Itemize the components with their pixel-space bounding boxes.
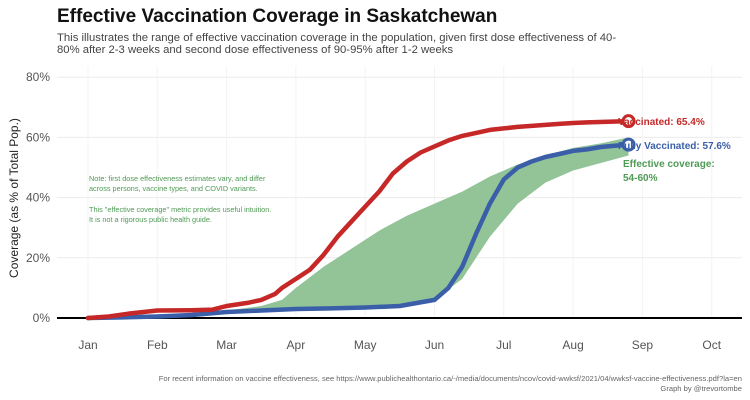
- effective-coverage-area: [157, 137, 629, 317]
- source-note: For recent information on vaccine effect…: [158, 374, 742, 383]
- note-2-line-2: It is not a rigorous public health guide…: [89, 215, 212, 224]
- x-tick-label: Sep: [632, 338, 654, 352]
- y-tick-label: 0%: [33, 311, 51, 325]
- chart-subtitle: This illustrates the range of effective …: [57, 32, 617, 56]
- note-1-line-2: across persons, vaccine types, and COVID…: [89, 184, 258, 193]
- y-tick-label: 40%: [26, 191, 50, 205]
- x-tick-label: Aug: [562, 338, 583, 352]
- x-tick-label: Jan: [78, 338, 97, 352]
- x-tick-label: May: [354, 338, 377, 352]
- fully-vaccinated-line: [85, 142, 631, 321]
- x-tick-label: Feb: [147, 338, 168, 352]
- axis-ticks: 0% 20% 40% 60% 80% Jan Feb Mar Apr May Jun Jul Aug Se…: [26, 70, 722, 352]
- x-tick-label: Mar: [216, 338, 237, 352]
- x-tick-label: Apr: [287, 338, 306, 352]
- effective-coverage-label: Effective coverage:: [623, 159, 715, 170]
- coverage-chart: 0% 20% 40% 60% 80% Jan Feb Mar Apr May Jun Jul Aug Se…: [7, 66, 742, 352]
- fully-vaccinated-line-end-marker: [621, 137, 636, 152]
- fully-vaccinated-label: Fully Vaccinated: 57.6%: [618, 141, 731, 152]
- vaccinated-line: [85, 118, 631, 321]
- y-axis-label: Coverage (as % of Total Pop.): [7, 118, 21, 278]
- series-lines: [85, 114, 636, 321]
- x-tick-label: Jul: [496, 338, 511, 352]
- y-tick-label: 20%: [26, 251, 50, 265]
- chart-title: Effective Vaccination Coverage in Saskat…: [57, 6, 498, 27]
- author-credit: Graph by @trevortombe: [660, 384, 742, 393]
- effective-coverage-band: [157, 137, 629, 317]
- y-tick-label: 80%: [26, 70, 50, 84]
- x-tick-label: Oct: [702, 338, 721, 352]
- x-tick-label: Jun: [425, 338, 444, 352]
- vaccinated-line-end-marker: [621, 114, 636, 129]
- note-1-line-1: Note: first dose effectiveness estimates…: [89, 174, 266, 183]
- y-tick-label: 60%: [26, 130, 50, 144]
- effective-coverage-range: 54-60%: [623, 173, 658, 184]
- vaccinated-label: Vaccinated: 65.4%: [618, 117, 705, 128]
- note-2-line-1: This "effective coverage" metric provide…: [89, 205, 271, 214]
